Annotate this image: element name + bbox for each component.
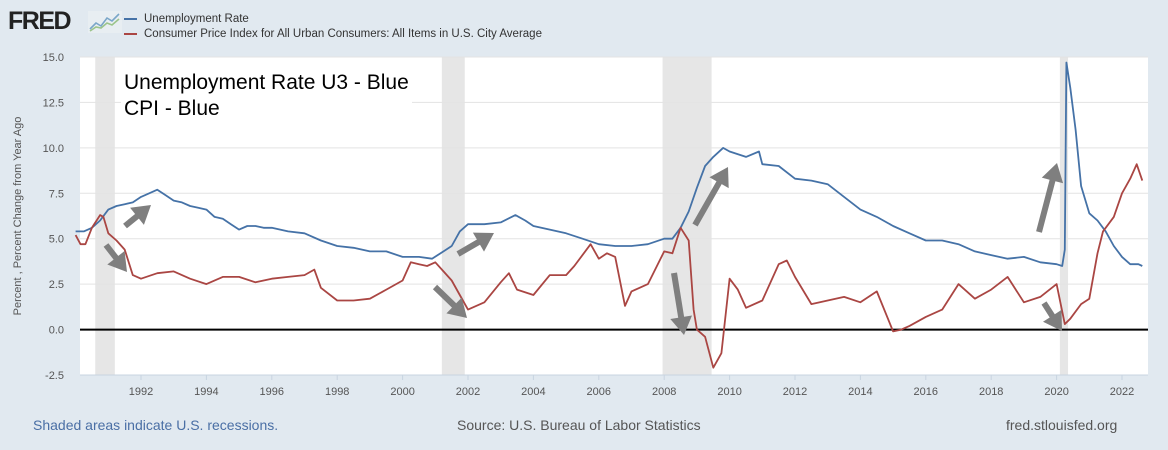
arrow-icon <box>692 167 729 227</box>
annotation-line-1: Unemployment Rate U3 - Blue <box>124 71 409 94</box>
cpi-line <box>74 163 1144 369</box>
x-tick-label: 1994 <box>194 386 218 398</box>
unemployment-rate-line <box>75 61 1143 267</box>
source-note[interactable]: Source: U.S. Bureau of Labor Statistics <box>457 417 701 433</box>
arrow-icon <box>456 232 494 257</box>
legend-label-cpi: Consumer Price Index for All Urban Consu… <box>144 27 542 40</box>
x-tick-label: 2020 <box>1044 386 1068 398</box>
x-tick-label: 1996 <box>260 386 284 398</box>
line-chart-icon <box>88 11 122 33</box>
annotation-box: Unemployment Rate U3 - Blue CPI - Blue <box>121 68 412 124</box>
y-tick-label: 7.5 <box>49 188 64 200</box>
fred-logo-text: FRED <box>8 7 72 35</box>
recession-band <box>441 57 465 375</box>
arrow-icon <box>103 243 127 272</box>
arrow-icon <box>1036 163 1064 233</box>
x-axis-ticks: 1992 1994 1996 1998 2000 2002 2004 2006 2008 2010… <box>129 375 1134 398</box>
arrow-icon <box>1041 301 1062 331</box>
x-tick-label: 1998 <box>325 386 349 398</box>
chart-legend: Unemployment Rate Consumer Price Index f… <box>124 12 542 41</box>
y-tick-label: 2.5 <box>49 279 64 291</box>
x-tick-label: 2016 <box>914 386 938 398</box>
x-tick-label: 2000 <box>390 386 414 398</box>
y-tick-label: -2.5 <box>45 370 64 382</box>
annotation-line-2: CPI - Blue <box>124 97 220 120</box>
y-tick-label: 10.0 <box>43 143 64 155</box>
legend-label-unemployment: Unemployment Rate <box>144 13 249 25</box>
arrow-icon <box>123 205 151 229</box>
x-tick-label: 2022 <box>1110 386 1134 398</box>
arrow-icon <box>432 284 467 318</box>
x-tick-label: 2010 <box>717 386 741 398</box>
site-link[interactable]: fred.stlouisfed.org <box>1006 417 1118 433</box>
x-tick-label: 2018 <box>979 386 1003 398</box>
x-tick-label: 2008 <box>652 386 676 398</box>
x-tick-label: 2002 <box>456 386 480 398</box>
recessions-note[interactable]: Shaded areas indicate U.S. recessions. <box>33 417 279 433</box>
x-tick-label: 2004 <box>521 386 545 398</box>
y-tick-label: 5.0 <box>49 234 64 246</box>
x-tick-label: 2012 <box>783 386 807 398</box>
y-tick-label: 12.5 <box>43 97 64 109</box>
arrow-icon <box>670 272 692 335</box>
legend-swatch-blue <box>124 18 137 21</box>
x-tick-label: 2006 <box>587 386 611 398</box>
x-tick-label: 2014 <box>848 386 872 398</box>
recession-band <box>1059 57 1069 375</box>
legend-item-cpi[interactable]: Consumer Price Index for All Urban Consu… <box>124 27 542 42</box>
legend-swatch-red <box>124 32 137 35</box>
y-axis-ticks: 15.0 12.5 10.0 7.5 5.0 2.5 0.0 -2.5 <box>43 52 64 382</box>
annotation-arrows <box>103 163 1064 335</box>
recession-band <box>95 57 115 375</box>
y-tick-label: 0.0 <box>49 325 64 337</box>
y-tick-label: 15.0 <box>43 52 64 64</box>
series-lines <box>74 61 1144 369</box>
x-tick-label: 1992 <box>129 386 153 398</box>
legend-item-unemployment[interactable]: Unemployment Rate <box>124 12 542 27</box>
